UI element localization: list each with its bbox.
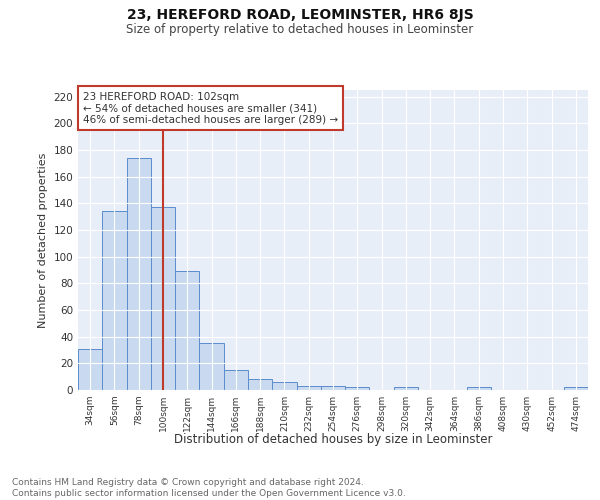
- Text: Distribution of detached houses by size in Leominster: Distribution of detached houses by size …: [174, 432, 492, 446]
- Bar: [151, 208, 175, 390]
- Bar: [127, 158, 151, 390]
- Y-axis label: Number of detached properties: Number of detached properties: [38, 152, 48, 328]
- Bar: [345, 388, 370, 390]
- Bar: [394, 388, 418, 390]
- Bar: [175, 272, 199, 390]
- Bar: [467, 388, 491, 390]
- Text: 23 HEREFORD ROAD: 102sqm
← 54% of detached houses are smaller (341)
46% of semi-: 23 HEREFORD ROAD: 102sqm ← 54% of detach…: [83, 92, 338, 124]
- Bar: [564, 388, 588, 390]
- Text: Contains HM Land Registry data © Crown copyright and database right 2024.
Contai: Contains HM Land Registry data © Crown c…: [12, 478, 406, 498]
- Bar: [224, 370, 248, 390]
- Text: Size of property relative to detached houses in Leominster: Size of property relative to detached ho…: [127, 22, 473, 36]
- Bar: [321, 386, 345, 390]
- Bar: [102, 212, 127, 390]
- Bar: [248, 380, 272, 390]
- Bar: [199, 344, 224, 390]
- Bar: [78, 348, 102, 390]
- Bar: [272, 382, 296, 390]
- Bar: [296, 386, 321, 390]
- Text: 23, HEREFORD ROAD, LEOMINSTER, HR6 8JS: 23, HEREFORD ROAD, LEOMINSTER, HR6 8JS: [127, 8, 473, 22]
